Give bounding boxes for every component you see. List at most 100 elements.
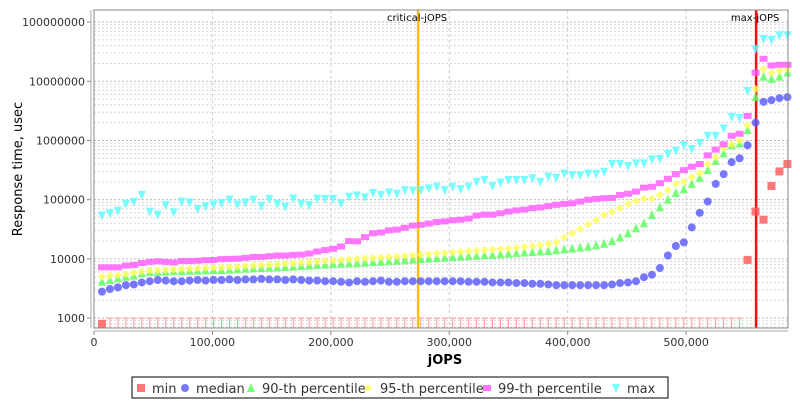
data-point: [225, 262, 234, 271]
data-point: [767, 73, 776, 83]
data-point: [392, 189, 401, 199]
data-point: [281, 202, 290, 212]
data-point: [416, 254, 425, 264]
data-point: [639, 273, 648, 282]
data-point: [655, 202, 664, 212]
data-point: [249, 253, 258, 260]
data-point: [592, 216, 601, 225]
data-point: [137, 278, 146, 287]
data-point: [608, 160, 617, 170]
data-point: [488, 278, 497, 287]
data-point: [432, 218, 441, 225]
data-point: [472, 277, 481, 286]
data-point: [129, 197, 138, 207]
data-point: [209, 200, 218, 210]
data-point: [209, 275, 218, 284]
data-point: [424, 184, 433, 194]
data-point: [552, 238, 561, 247]
data-point: [360, 254, 369, 263]
data-point: [568, 281, 577, 290]
data-point: [520, 176, 529, 186]
data-point: [647, 183, 656, 190]
data-point: [751, 85, 760, 94]
data-point: [201, 276, 210, 285]
data-point: [624, 228, 633, 238]
data-point: [408, 277, 417, 286]
data-point: [687, 173, 696, 182]
data-point: [97, 211, 106, 221]
data-point: [440, 252, 449, 262]
data-point: [193, 257, 202, 264]
marker-label-critical-jOPS: critical-jOPS: [387, 13, 447, 24]
data-point: [647, 210, 656, 220]
data-point: [671, 146, 680, 156]
data-point: [289, 259, 298, 268]
series-min: [97, 160, 792, 328]
data-point: [353, 277, 362, 286]
data-point: [759, 55, 768, 62]
data-point: [727, 140, 736, 149]
data-point: [448, 182, 457, 192]
data-point: [105, 209, 114, 219]
data-point: [743, 255, 752, 264]
data-point: [345, 192, 354, 202]
data-point: [161, 265, 170, 274]
data-point: [217, 275, 226, 284]
data-point: [743, 112, 752, 119]
data-point: [273, 275, 282, 284]
legend-swatch-triangle-up: [247, 383, 255, 392]
data-point: [201, 257, 210, 264]
data-point: [504, 176, 513, 186]
data-point: [400, 251, 409, 260]
data-point: [456, 277, 465, 286]
data-point: [392, 252, 401, 261]
data-point: [177, 277, 186, 286]
data-point: [137, 260, 146, 267]
data-point: [337, 243, 346, 250]
data-point: [584, 169, 593, 179]
data-point: [376, 276, 385, 285]
data-point: [616, 204, 625, 213]
data-point: [631, 159, 640, 169]
data-point: [576, 281, 585, 290]
series-max: [97, 31, 792, 221]
data-point: [177, 197, 186, 207]
data-point: [576, 171, 585, 181]
x-tick-label: 100,000: [190, 336, 236, 349]
data-point: [552, 245, 561, 255]
data-point: [496, 178, 505, 188]
data-point: [735, 113, 744, 123]
data-point: [616, 279, 625, 288]
data-point: [711, 146, 720, 153]
data-point: [679, 238, 688, 247]
data-point: [249, 261, 258, 270]
data-point: [121, 262, 130, 269]
data-point: [400, 277, 409, 286]
data-point: [576, 198, 585, 205]
data-point: [616, 191, 625, 198]
data-point: [600, 195, 609, 202]
data-point: [544, 203, 553, 210]
data-point: [145, 266, 154, 275]
data-point: [249, 275, 258, 284]
data-point: [727, 112, 736, 122]
data-point: [751, 92, 760, 102]
data-point: [703, 131, 712, 141]
data-point: [671, 242, 680, 251]
data-point: [576, 224, 585, 233]
data-point: [592, 169, 601, 179]
data-point: [432, 277, 441, 286]
data-point: [568, 171, 577, 181]
data-point: [121, 281, 130, 290]
data-point: [360, 277, 369, 286]
data-point: [448, 277, 457, 286]
legend-label: 90-th percentile: [262, 382, 366, 397]
data-point: [329, 256, 338, 265]
data-point: [241, 275, 250, 284]
data-point: [177, 258, 186, 265]
data-point: [121, 199, 130, 209]
data-point: [225, 195, 234, 205]
data-point: [432, 253, 441, 263]
data-point: [528, 247, 537, 257]
data-point: [456, 247, 465, 256]
